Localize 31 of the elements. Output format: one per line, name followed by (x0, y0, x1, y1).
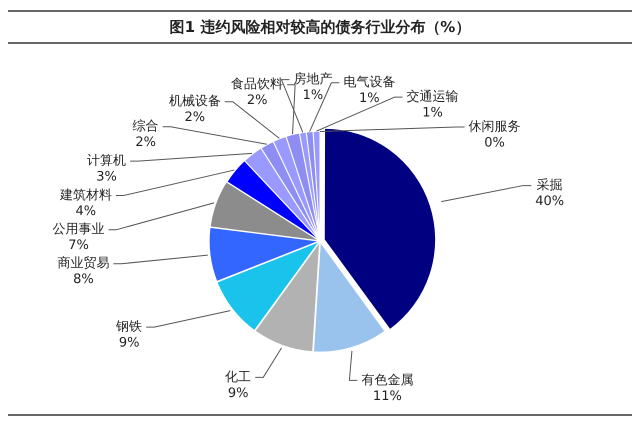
chart-title: 图1 违约风险相对较高的债务行业分布（%） (8, 10, 632, 44)
data-label: 8% (73, 272, 94, 288)
slice-label: 化工 (225, 370, 252, 385)
data-label: 40% (535, 194, 564, 209)
data-label: 4% (76, 204, 96, 219)
slice-label: 交通运输 (406, 88, 458, 105)
slice-label: 公用事业 (52, 222, 105, 238)
slice-label: 有色金属 (361, 372, 414, 388)
data-label: 1% (359, 91, 380, 106)
slice-label: 商业贸易 (57, 256, 110, 272)
data-label: 9% (118, 335, 140, 350)
slice-label: 机械设备 (168, 94, 221, 110)
category-label: 休闲服务 (468, 119, 521, 134)
data-label: 2% (184, 110, 206, 126)
text: 0% (484, 135, 505, 150)
data-label: 2% (135, 135, 156, 150)
slice-label: 综合 (132, 119, 159, 134)
slice-label: 食品饮料 (231, 77, 284, 92)
data-label: 3% (96, 170, 117, 185)
slice-label: 计算机 (87, 154, 126, 169)
data-label: 9% (228, 386, 249, 401)
slice-label: 建筑材料 (58, 188, 112, 203)
slice-label: 房地产 (293, 70, 332, 87)
slice-label: 电气设备 (343, 75, 396, 90)
slice-label: 采掘 (536, 178, 563, 193)
data-label: 2% (246, 93, 268, 108)
data-label: 1% (302, 88, 324, 103)
data-label: 1% (422, 106, 443, 121)
data-label: 11% (372, 388, 402, 404)
data-label: 7% (68, 238, 89, 254)
slice-label: 钢铁 (115, 319, 142, 334)
